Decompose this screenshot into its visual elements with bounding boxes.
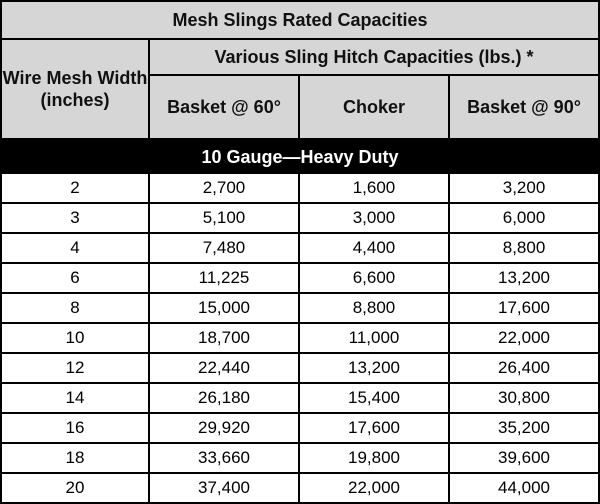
cell-width: 16 xyxy=(0,414,150,444)
section-label: 10 Gauge—Heavy Duty xyxy=(0,140,600,174)
cell-width: 8 xyxy=(0,294,150,324)
table-row: 10 18,700 11,000 22,000 xyxy=(0,324,600,354)
cell-basket-90: 6,000 xyxy=(450,204,600,234)
cell-basket-60: 37,400 xyxy=(150,474,300,504)
cell-choker: 8,800 xyxy=(300,294,450,324)
cell-basket-90: 3,200 xyxy=(450,174,600,204)
cell-basket-60: 5,100 xyxy=(150,204,300,234)
table-row: 2 2,700 1,600 3,200 xyxy=(0,174,600,204)
cell-width: 20 xyxy=(0,474,150,504)
cell-choker: 3,000 xyxy=(300,204,450,234)
cell-basket-60: 26,180 xyxy=(150,384,300,414)
cell-basket-60: 7,480 xyxy=(150,234,300,264)
table-row: 14 26,180 15,400 30,800 xyxy=(0,384,600,414)
cell-width: 12 xyxy=(0,354,150,384)
cell-width: 14 xyxy=(0,384,150,414)
cell-width: 18 xyxy=(0,444,150,474)
cell-choker: 13,200 xyxy=(300,354,450,384)
cell-basket-90: 39,600 xyxy=(450,444,600,474)
cell-basket-90: 22,000 xyxy=(450,324,600,354)
cell-basket-90: 30,800 xyxy=(450,384,600,414)
cell-basket-90: 13,200 xyxy=(450,264,600,294)
cell-choker: 4,400 xyxy=(300,234,450,264)
cell-width: 2 xyxy=(0,174,150,204)
column-header-choker: Choker xyxy=(300,76,450,140)
cell-basket-60: 15,000 xyxy=(150,294,300,324)
table-row: 6 11,225 6,600 13,200 xyxy=(0,264,600,294)
table-row: 16 29,920 17,600 35,200 xyxy=(0,414,600,444)
cell-basket-60: 33,660 xyxy=(150,444,300,474)
wire-mesh-width-header: Wire Mesh Width (inches) xyxy=(0,40,150,140)
cell-choker: 1,600 xyxy=(300,174,450,204)
table-row: 18 33,660 19,800 39,600 xyxy=(0,444,600,474)
table-row: 4 7,480 4,400 8,800 xyxy=(0,234,600,264)
cell-basket-90: 8,800 xyxy=(450,234,600,264)
table-title: Mesh Slings Rated Capacities xyxy=(0,0,600,40)
cell-basket-90: 26,400 xyxy=(450,354,600,384)
cell-choker: 15,400 xyxy=(300,384,450,414)
cell-choker: 17,600 xyxy=(300,414,450,444)
cell-basket-60: 2,700 xyxy=(150,174,300,204)
cell-basket-90: 17,600 xyxy=(450,294,600,324)
cell-choker: 6,600 xyxy=(300,264,450,294)
cell-basket-90: 35,200 xyxy=(450,414,600,444)
cell-width: 3 xyxy=(0,204,150,234)
cell-basket-60: 18,700 xyxy=(150,324,300,354)
column-header-basket-90: Basket @ 90° xyxy=(450,76,600,140)
cell-choker: 19,800 xyxy=(300,444,450,474)
table-row: 20 37,400 22,000 44,000 xyxy=(0,474,600,504)
table-row: 3 5,100 3,000 6,000 xyxy=(0,204,600,234)
column-header-basket-60: Basket @ 60° xyxy=(150,76,300,140)
cell-basket-90: 44,000 xyxy=(450,474,600,504)
cell-width: 10 xyxy=(0,324,150,354)
sling-hitch-capacities-header: Various Sling Hitch Capacities (lbs.) * xyxy=(150,40,600,76)
cell-basket-60: 11,225 xyxy=(150,264,300,294)
cell-basket-60: 29,920 xyxy=(150,414,300,444)
cell-choker: 11,000 xyxy=(300,324,450,354)
cell-width: 6 xyxy=(0,264,150,294)
cell-width: 4 xyxy=(0,234,150,264)
table-row: 8 15,000 8,800 17,600 xyxy=(0,294,600,324)
cell-choker: 22,000 xyxy=(300,474,450,504)
table-row: 12 22,440 13,200 26,400 xyxy=(0,354,600,384)
table-body: 2 2,700 1,600 3,200 3 5,100 3,000 6,000 4 7,480 4,… xyxy=(0,174,600,504)
cell-basket-60: 22,440 xyxy=(150,354,300,384)
